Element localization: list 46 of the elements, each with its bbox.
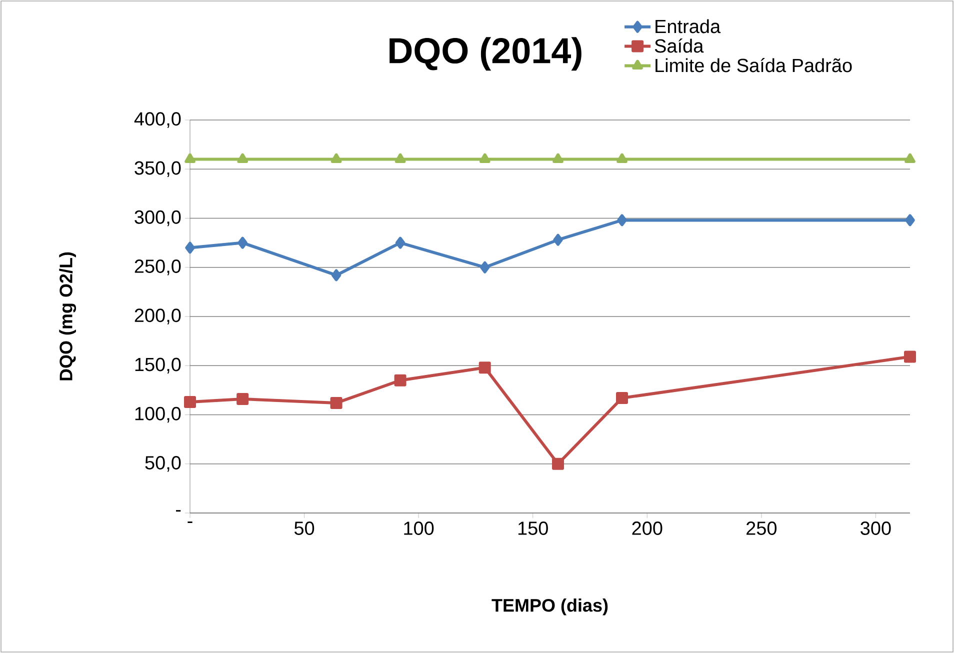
point bbox=[552, 153, 564, 164]
point bbox=[616, 392, 628, 404]
y-tick-label: 300,0 bbox=[134, 210, 181, 226]
legend-label: Saída bbox=[654, 38, 704, 53]
point bbox=[905, 214, 915, 226]
x-tick-label: 50 bbox=[294, 522, 314, 535]
chart-title: DQO (2014) bbox=[390, 37, 582, 71]
legend-label: Limite de Saída Padrão bbox=[656, 58, 852, 72]
point bbox=[184, 153, 196, 164]
x-tick-label: 200 bbox=[632, 522, 662, 535]
x-tick-label: 300 bbox=[860, 522, 891, 535]
y-tick-label: 50,0 bbox=[145, 456, 181, 472]
point bbox=[480, 261, 490, 274]
point bbox=[394, 374, 406, 386]
point bbox=[185, 242, 195, 254]
y-tick-label: 100,0 bbox=[135, 406, 181, 423]
y-axis-title: DQO (mg O2/L) bbox=[59, 252, 76, 380]
point bbox=[330, 153, 342, 164]
point bbox=[616, 153, 628, 164]
y-tick-label: 350,0 bbox=[134, 161, 181, 177]
point bbox=[904, 350, 916, 363]
x-tick-label: - bbox=[188, 522, 192, 524]
y-tick-label: 200,0 bbox=[134, 308, 181, 324]
legend-label: Entrada bbox=[656, 19, 721, 34]
point bbox=[617, 214, 627, 226]
point bbox=[238, 236, 248, 249]
y-tick-label: 250,0 bbox=[134, 260, 181, 276]
x-tick-label: 100 bbox=[404, 522, 434, 535]
x-tick-label: 150 bbox=[518, 522, 548, 535]
point bbox=[479, 153, 490, 164]
x-tick-label: 250 bbox=[746, 522, 777, 535]
point bbox=[236, 393, 249, 406]
point bbox=[330, 396, 342, 409]
point bbox=[331, 269, 342, 282]
point bbox=[552, 458, 564, 470]
y-tick-label: - bbox=[176, 510, 181, 512]
y-tick-label: 400,0 bbox=[134, 112, 181, 128]
point bbox=[394, 153, 406, 164]
point bbox=[553, 234, 563, 246]
point bbox=[237, 153, 248, 164]
point bbox=[478, 362, 491, 374]
x-axis-title: TEMPO (dias) bbox=[492, 598, 608, 616]
point bbox=[904, 153, 916, 164]
point bbox=[395, 236, 406, 249]
point bbox=[184, 396, 196, 408]
y-tick-label: 150,0 bbox=[135, 358, 181, 374]
